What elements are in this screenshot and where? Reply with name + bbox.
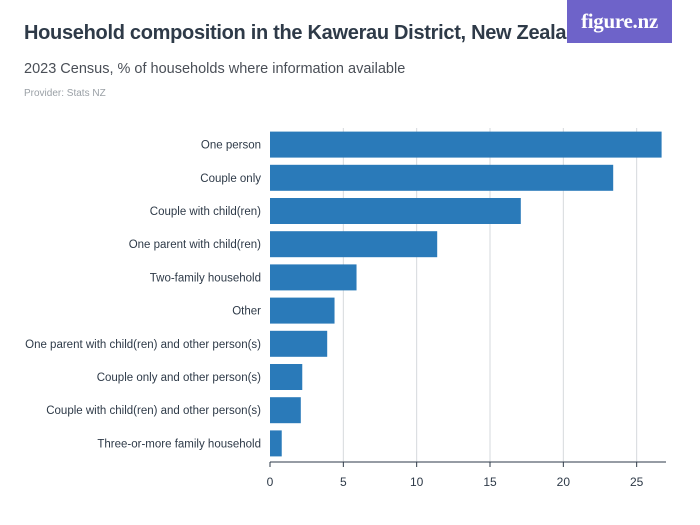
chart-subtitle: 2023 Census, % of households where infor… bbox=[24, 61, 406, 77]
figure-nz-logo[interactable]: figure.nz bbox=[567, 0, 672, 43]
x-tick-label-0: 0 bbox=[267, 475, 274, 489]
bar-5 bbox=[270, 264, 357, 291]
x-tick-label-20: 20 bbox=[557, 475, 571, 489]
bar-10 bbox=[270, 430, 282, 457]
x-tick-label-10: 10 bbox=[410, 475, 424, 489]
category-label-7: One parent with child(ren) and other per… bbox=[25, 339, 261, 351]
category-label-3: Couple with child(ren) bbox=[150, 206, 261, 218]
x-tick-label-25: 25 bbox=[630, 475, 644, 489]
x-tick-label-15: 15 bbox=[483, 475, 497, 489]
chart-title: Household composition in the Kawerau Dis… bbox=[24, 22, 591, 44]
category-label-8: Couple only and other person(s) bbox=[97, 372, 261, 384]
bar-3 bbox=[270, 198, 521, 224]
category-label-2: Couple only bbox=[200, 173, 261, 185]
bar-1 bbox=[270, 131, 662, 158]
category-label-6: Other bbox=[232, 306, 261, 318]
bar-4 bbox=[270, 231, 438, 258]
category-label-9: Couple with child(ren) and other person(… bbox=[46, 405, 261, 417]
provider-label: Provider: Stats NZ bbox=[24, 88, 106, 99]
x-tick-label-5: 5 bbox=[340, 475, 347, 489]
bar-7 bbox=[270, 330, 328, 357]
bar-8 bbox=[270, 364, 303, 390]
category-label-5: Two-family household bbox=[150, 272, 261, 284]
category-label-4: One parent with child(ren) bbox=[129, 239, 261, 251]
bar-2 bbox=[270, 164, 614, 191]
bar-9 bbox=[270, 397, 301, 424]
category-label-10: Three-or-more family household bbox=[97, 438, 261, 450]
bar-6 bbox=[270, 297, 335, 324]
category-label-1: One person bbox=[201, 140, 261, 152]
